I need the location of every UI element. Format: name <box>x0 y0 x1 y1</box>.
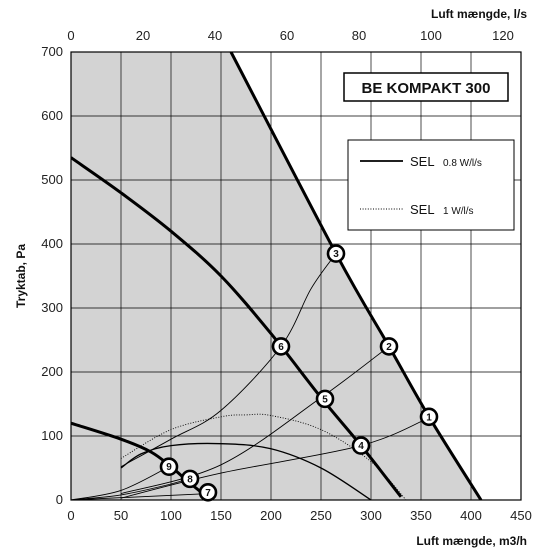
legend-label-2: SEL <box>410 202 435 217</box>
y-tick-label-5: 500 <box>41 172 63 187</box>
legend-label-1: SEL <box>410 154 435 169</box>
operating-point-label-9: 9 <box>166 462 172 473</box>
y-tick-labels: 0 100 200 300 400 500 600 700 <box>41 44 63 507</box>
x-tick-label-4: 200 <box>260 508 282 523</box>
sel-curve-solid <box>120 442 372 500</box>
y-tick-label-0: 0 <box>56 492 63 507</box>
sel-curves <box>120 413 407 500</box>
operating-point-6: 6 <box>271 337 291 356</box>
y-tick-label-7: 700 <box>41 44 63 59</box>
y-tick-label-4: 400 <box>41 236 63 251</box>
operating-point-7: 7 <box>198 483 218 502</box>
operating-point-label-1: 1 <box>426 412 432 423</box>
y-axis-title: Tryktab, Pa <box>14 244 28 308</box>
system-curve-4 <box>120 416 432 499</box>
y-tick-label-3: 300 <box>41 300 63 315</box>
x2-tick-label-3: 60 <box>280 28 294 43</box>
operating-point-label-3: 3 <box>333 249 339 260</box>
chart-title: BE KOMPAKT 300 <box>362 80 491 97</box>
x2-tick-label-5: 100 <box>420 28 442 43</box>
system-curve-5 <box>120 346 390 495</box>
x2-tick-label-2: 40 <box>208 28 222 43</box>
y-tick-label-2: 200 <box>41 364 63 379</box>
x-tick-label-6: 300 <box>360 508 382 523</box>
operating-point-label-6: 6 <box>278 342 284 353</box>
operating-point-marker-7 <box>198 483 218 502</box>
sel-curve-dotted <box>120 413 407 500</box>
legend-unit-2: 1 W/l/s <box>443 206 474 217</box>
operating-point-5: 5 <box>315 389 335 409</box>
x-tick-label-7: 350 <box>410 508 432 523</box>
operating-point-marker-8 <box>180 469 200 489</box>
y-tick-label-1: 100 <box>41 428 63 443</box>
system-curves <box>71 253 432 500</box>
operating-point-marker-1 <box>419 407 439 427</box>
working-area <box>71 52 481 500</box>
operating-point-label-4: 4 <box>358 441 364 452</box>
operating-point-3: 3 <box>326 244 346 263</box>
fan-curve-3 <box>229 52 483 500</box>
operating-point-label-5: 5 <box>322 394 328 405</box>
system-curve-3 <box>71 466 170 500</box>
operating-point-2: 2 <box>379 337 399 356</box>
x-tick-label-1: 50 <box>114 508 128 523</box>
x-tick-label-8: 400 <box>460 508 482 523</box>
operating-point-9: 9 <box>159 457 179 477</box>
x2-axis-title: Luft mængde, l/s <box>431 7 527 21</box>
operating-point-marker-6 <box>271 337 291 356</box>
operating-points: 1 2 3 4 5 6 7 8 9 <box>159 244 439 502</box>
x2-tick-label-6: 120 <box>492 28 514 43</box>
operating-point-label-8: 8 <box>187 474 193 485</box>
operating-point-8: 8 <box>180 469 200 489</box>
x2-tick-label-4: 80 <box>352 28 366 43</box>
x-tick-label-9: 450 <box>510 508 532 523</box>
operating-point-marker-4 <box>351 436 371 455</box>
operating-point-4: 4 <box>351 436 371 455</box>
x-tick-label-5: 250 <box>310 508 332 523</box>
operating-point-marker-2 <box>379 337 399 356</box>
x2-tick-label-1: 20 <box>136 28 150 43</box>
legend-unit-1: 0.8 W/l/s <box>443 158 482 169</box>
plot-frame <box>70 51 522 501</box>
x-axis-title: Luft mængde, m3/h <box>416 534 527 548</box>
x-tick-labels: 0 50 100 150 200 250 300 350 400 450 <box>67 508 531 523</box>
operating-point-label-7: 7 <box>205 488 211 499</box>
operating-point-marker-3 <box>326 244 346 263</box>
legend: SEL 0.8 W/l/s SEL 1 W/l/s <box>347 139 515 231</box>
operating-point-marker-5 <box>315 389 335 409</box>
y-tick-label-6: 600 <box>41 108 63 123</box>
operating-point-marker-9 <box>159 457 179 477</box>
x-tick-label-3: 150 <box>210 508 232 523</box>
operating-point-label-2: 2 <box>386 342 392 353</box>
x-tick-label-0: 0 <box>67 508 74 523</box>
title-box: BE KOMPAKT 300 <box>343 72 509 102</box>
x2-tick-label-0: 0 <box>67 28 74 43</box>
operating-point-1: 1 <box>419 407 439 427</box>
x2-tick-labels: 0 20 40 60 80 100 120 <box>67 28 513 43</box>
system-curve-6 <box>120 253 337 468</box>
x-tick-label-2: 100 <box>160 508 182 523</box>
